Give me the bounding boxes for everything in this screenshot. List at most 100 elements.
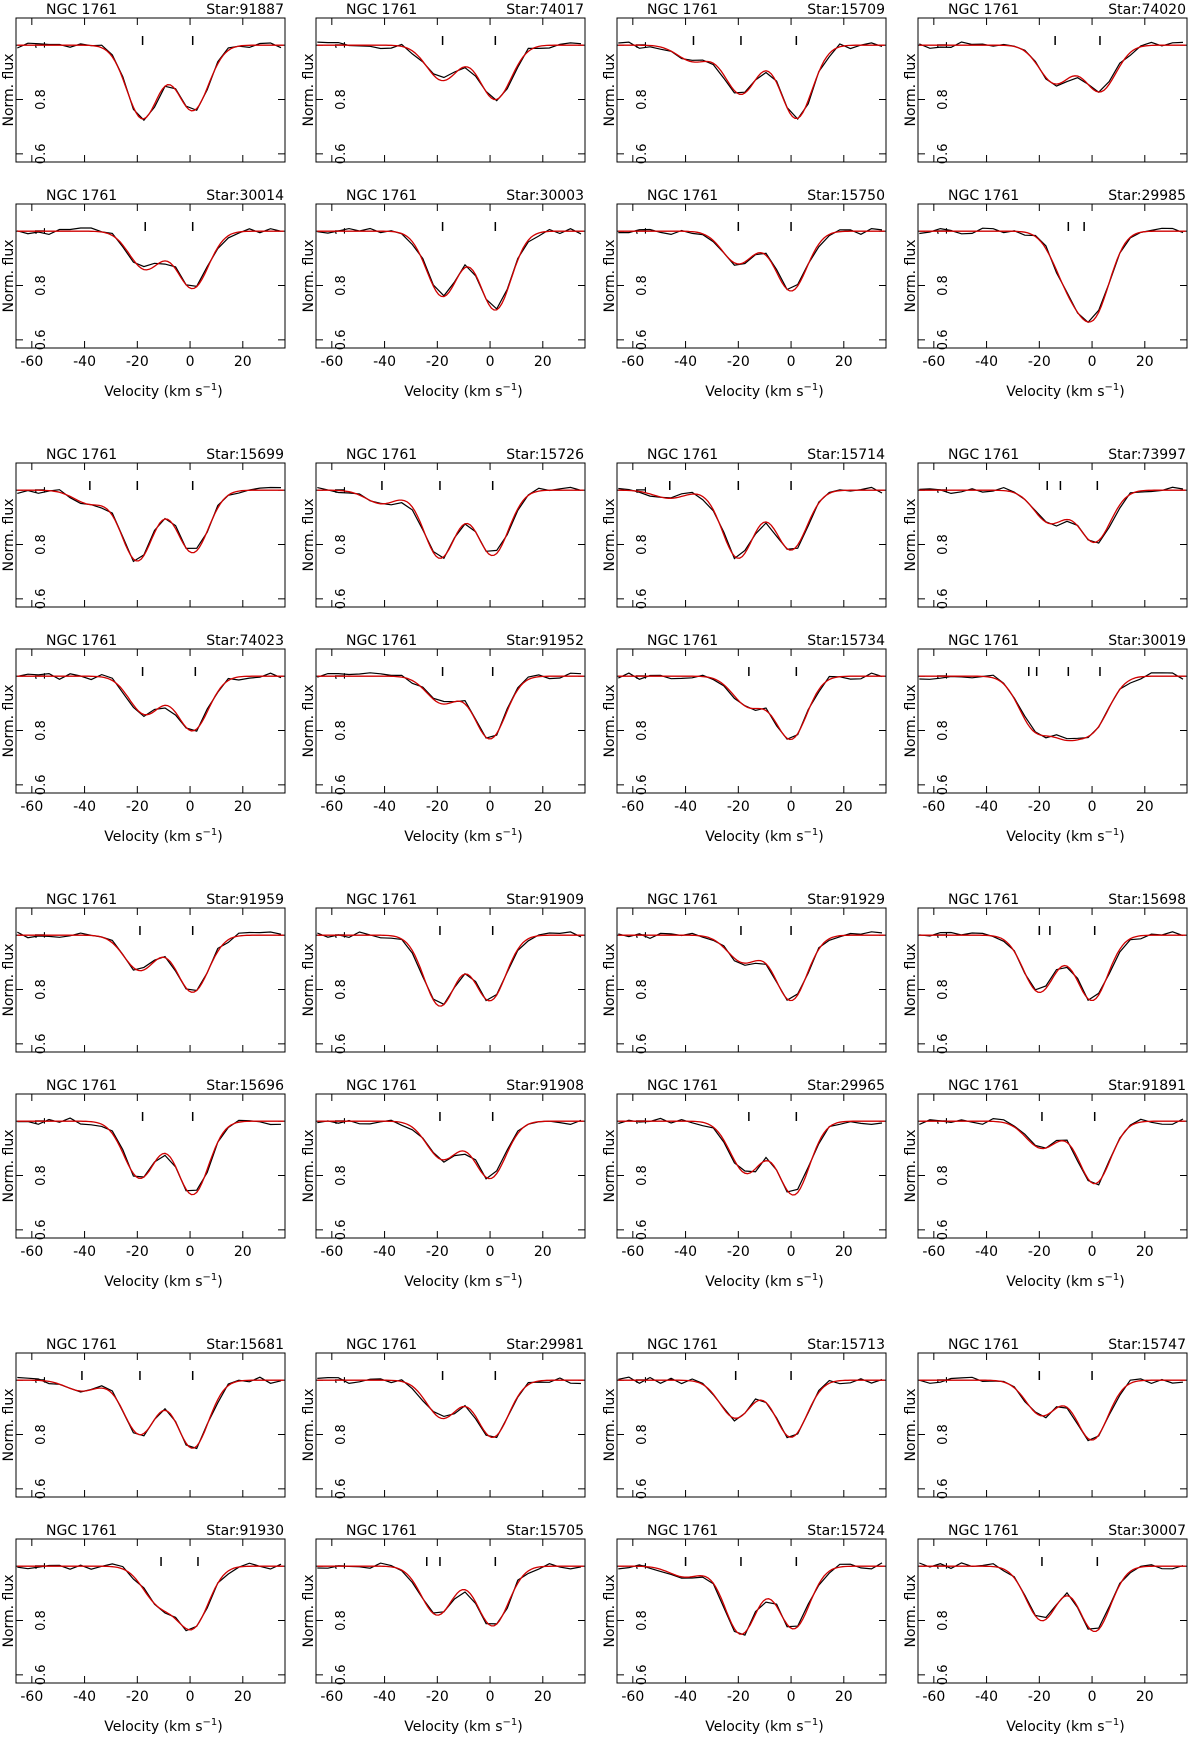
star-label: Star:15724 xyxy=(807,1523,885,1539)
cluster-label: NGC 1761 xyxy=(948,447,1019,463)
x-tick-label: 0 xyxy=(787,354,796,370)
y-axis-label: Norm. flux xyxy=(301,1388,317,1461)
x-axis-label: Velocity (km s−1) xyxy=(404,1717,523,1735)
y-tick-label: 0.8 xyxy=(635,275,650,296)
plot-frame xyxy=(917,203,1188,349)
plot-frame xyxy=(917,462,1188,608)
cluster-label: NGC 1761 xyxy=(346,2,417,18)
model-fit-line xyxy=(919,1379,1186,1441)
y-tick-label: 0.8 xyxy=(334,979,349,1000)
spectrum-panel: NGC 1761 Star:15714 0.6 0.8 1 Norm. flux xyxy=(602,447,887,609)
y-tick-label: 0.6 xyxy=(34,589,49,610)
cluster-label: NGC 1761 xyxy=(647,447,718,463)
x-tick-label: 0 xyxy=(1088,1244,1097,1260)
plot-frame xyxy=(15,462,286,608)
y-tick-label: 0.8 xyxy=(635,89,650,110)
y-tick-label: 0.6 xyxy=(334,1034,349,1055)
star-label: Star:15726 xyxy=(506,447,584,463)
y-tick-label: 0.6 xyxy=(334,775,349,796)
star-label: Star:15714 xyxy=(807,447,885,463)
y-axis-label: Norm. flux xyxy=(903,943,919,1016)
y-axis-label: Norm. flux xyxy=(301,943,317,1016)
cluster-label: NGC 1761 xyxy=(346,188,417,204)
star-label: Star:29985 xyxy=(1108,188,1186,204)
cluster-label: NGC 1761 xyxy=(46,1337,117,1353)
x-tick-label: 20 xyxy=(1136,799,1154,815)
y-axis-label: Norm. flux xyxy=(301,1574,317,1647)
x-tick-label: -40 xyxy=(73,1244,96,1260)
y-axis-label: Norm. flux xyxy=(301,1129,317,1202)
plot-frame xyxy=(917,1538,1188,1684)
y-tick-label: 0.6 xyxy=(936,1479,951,1500)
observed-spectrum-line xyxy=(618,41,883,120)
y-tick-label: 0.8 xyxy=(334,275,349,296)
x-tick-label: 0 xyxy=(787,1689,796,1705)
plot-frame xyxy=(315,648,586,794)
model-fit-line xyxy=(317,1120,584,1180)
y-tick-label: 0.8 xyxy=(635,979,650,1000)
x-tick-label: 0 xyxy=(787,799,796,815)
x-axis-label: Velocity (km s−1) xyxy=(1006,1717,1125,1735)
x-tick-label: -20 xyxy=(126,799,149,815)
x-tick-label: -40 xyxy=(975,1244,998,1260)
plot-frame xyxy=(616,462,887,608)
x-tick-label: -60 xyxy=(20,799,43,815)
y-tick-label: 0.6 xyxy=(34,1034,49,1055)
model-fit-line xyxy=(618,489,885,559)
x-tick-label: -40 xyxy=(73,354,96,370)
y-tick-label: 0.6 xyxy=(936,1220,951,1241)
y-axis-label: Norm. flux xyxy=(903,1129,919,1202)
star-label: Star:91930 xyxy=(206,1523,284,1539)
cluster-label: NGC 1761 xyxy=(948,2,1019,18)
cluster-label: NGC 1761 xyxy=(46,1523,117,1539)
model-fit-line xyxy=(17,1120,284,1196)
model-fit-line xyxy=(618,675,885,741)
star-label: Star:91952 xyxy=(506,633,584,649)
y-tick-label: 0.8 xyxy=(635,534,650,555)
x-tick-label: -20 xyxy=(1028,799,1051,815)
model-fit-line xyxy=(317,489,584,559)
y-tick-label: 0.8 xyxy=(936,1610,951,1631)
y-axis-label: Norm. flux xyxy=(1,239,17,312)
y-tick-label: 0.8 xyxy=(334,1610,349,1631)
model-fit-line xyxy=(17,675,284,732)
x-axis-label: Velocity (km s−1) xyxy=(705,382,824,400)
y-axis-label: Norm. flux xyxy=(301,498,317,571)
x-tick-label: 0 xyxy=(486,1244,495,1260)
plot-frame xyxy=(315,462,586,608)
x-tick-label: -60 xyxy=(320,1244,343,1260)
model-fit-line xyxy=(618,934,885,1002)
star-label: Star:15709 xyxy=(807,2,885,18)
y-tick-label: 0.6 xyxy=(635,775,650,796)
cluster-label: NGC 1761 xyxy=(346,447,417,463)
plot-frame xyxy=(315,1352,586,1498)
y-tick-label: 0.8 xyxy=(334,534,349,555)
x-tick-label: 0 xyxy=(787,1244,796,1260)
x-axis-label: Velocity (km s−1) xyxy=(104,827,223,845)
y-axis-label: Norm. flux xyxy=(903,239,919,312)
x-tick-label: -60 xyxy=(20,1244,43,1260)
model-fit-line xyxy=(919,489,1186,544)
plot-frame xyxy=(315,907,586,1053)
y-axis-label: Norm. flux xyxy=(1,1574,17,1647)
y-tick-label: 0.6 xyxy=(936,1665,951,1686)
x-tick-label: -20 xyxy=(126,354,149,370)
x-tick-label: 20 xyxy=(835,354,853,370)
model-fit-line xyxy=(17,230,284,290)
x-tick-label: 0 xyxy=(486,799,495,815)
plot-frame xyxy=(616,17,887,163)
observed-spectrum-line xyxy=(17,42,282,122)
y-tick-label: 0.8 xyxy=(635,1165,650,1186)
y-tick-label: 0.8 xyxy=(334,720,349,741)
y-axis-label: Norm. flux xyxy=(301,53,317,126)
y-axis-label: Norm. flux xyxy=(1,1129,17,1202)
x-tick-label: -60 xyxy=(922,1689,945,1705)
